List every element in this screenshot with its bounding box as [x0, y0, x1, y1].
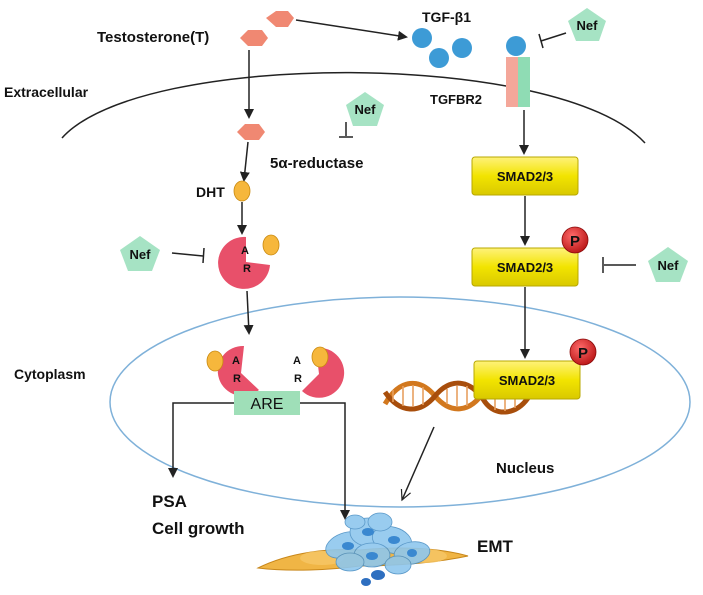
phospho-2: P: [569, 338, 597, 366]
androgen-receptor: A R: [218, 236, 270, 289]
arrow-dna-to-emt: [402, 426, 435, 500]
inhibit-nef-top: [540, 32, 567, 42]
testosterone-intracellular: [237, 124, 265, 140]
ar-dimer-right-r: R: [294, 373, 302, 385]
nef-right: Nef: [648, 247, 688, 282]
psa-label: PSA: [152, 492, 187, 511]
cell-membrane: [61, 71, 646, 144]
ar-dimer-left-ligand: [206, 350, 224, 372]
ar-dimer-left-r: R: [233, 373, 241, 385]
cell-growth-label: Cell growth: [152, 519, 245, 538]
nef-right-label: Nef: [658, 258, 680, 273]
ar-dimer-left-a: A: [232, 355, 240, 367]
emt-label: EMT: [477, 537, 514, 556]
tgfbr2-receptor: [506, 57, 530, 107]
cytoplasm-label: Cytoplasm: [14, 366, 86, 382]
arrow-t-to-tgf: [295, 19, 408, 41]
inhibit-bar-top: [538, 33, 544, 49]
dht-label: DHT: [196, 184, 225, 200]
smad-box-2: SMAD2/3: [471, 247, 579, 287]
arrow-ar-to-nucleus: [243, 290, 254, 335]
inhibit-bar-left: [202, 247, 205, 264]
arrow-are-to-psa: [168, 402, 234, 478]
ar-letter-a: A: [241, 245, 249, 257]
tgf-beta1-balls: [412, 28, 526, 68]
ar-letter-r: R: [243, 263, 251, 275]
nef-middle: Nef: [346, 92, 384, 126]
smad-box-3-label: SMAD2/3: [499, 373, 555, 388]
are-box: [234, 391, 300, 415]
smad-box-1-label: SMAD2/3: [497, 169, 553, 184]
nef-left-label: Nef: [130, 247, 152, 262]
ar-dimer-right-a: A: [293, 355, 301, 367]
extracellular-label: Extracellular: [4, 84, 89, 100]
phospho-2-label: P: [578, 345, 588, 362]
arrow-are-to-emt: [300, 402, 350, 520]
testosterone-hexagons: [240, 11, 294, 46]
ar-bound-ligand: [262, 234, 280, 256]
tgfbr2-label: TGFBR2: [430, 92, 482, 107]
nucleus-outline: [109, 296, 691, 508]
tgf-beta1-label: TGF-β1: [422, 9, 471, 25]
inhibit-nef-left: [171, 252, 204, 257]
nef-left: Nef: [120, 236, 160, 271]
phospho-1-label: P: [570, 233, 580, 250]
smad-box-1: SMAD2/3: [471, 156, 579, 196]
ar-dimer-right: A R: [293, 347, 345, 398]
emt-cell-cluster: [256, 512, 469, 586]
phospho-1: P: [561, 226, 589, 254]
nucleus-label: Nucleus: [496, 460, 554, 477]
nef-top-label: Nef: [577, 18, 599, 33]
five-alpha-reductase-label: 5α-reductase: [270, 155, 363, 172]
dht-ligand: [233, 180, 251, 202]
smad-box-2-label: SMAD2/3: [497, 260, 553, 275]
are-label: ARE: [251, 396, 284, 413]
ar-dimer-left: A R: [217, 345, 259, 396]
arrow-to-dht: [239, 141, 250, 182]
nef-top: Nef: [568, 8, 606, 41]
nef-middle-label: Nef: [355, 102, 377, 117]
smad-box-3: SMAD2/3: [473, 360, 581, 400]
ar-dimer-right-ligand: [311, 346, 329, 368]
testosterone-label: Testosterone(T): [97, 29, 209, 46]
